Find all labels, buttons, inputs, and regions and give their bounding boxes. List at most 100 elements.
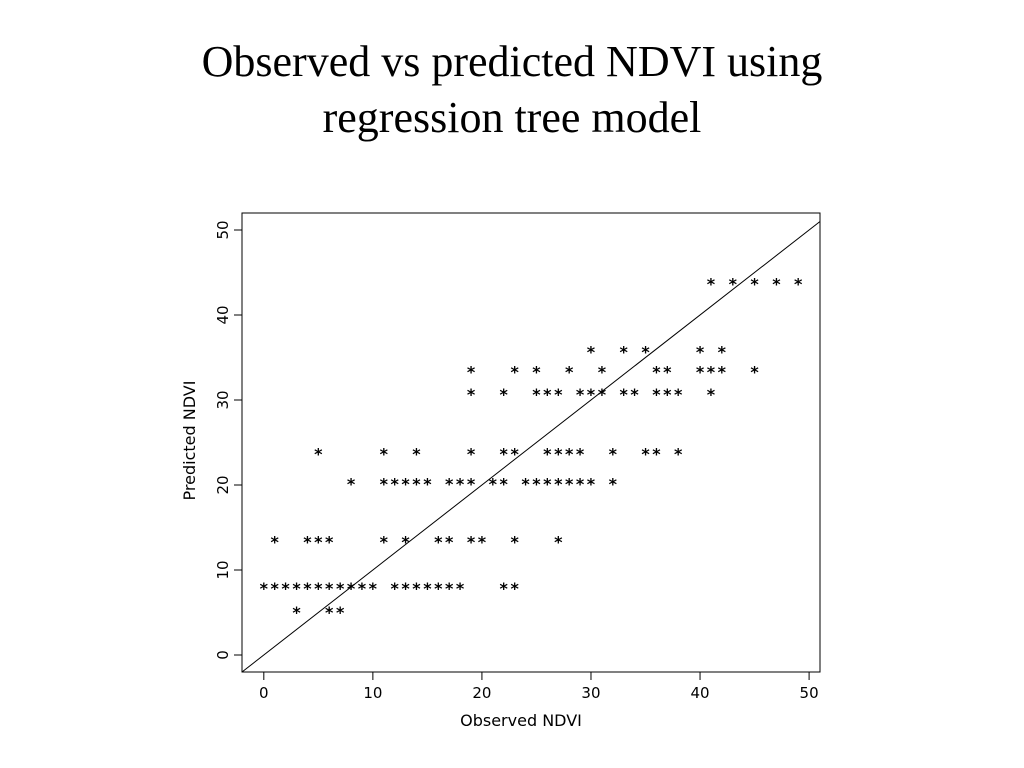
data-point: * xyxy=(271,532,280,551)
data-point: * xyxy=(532,385,541,404)
data-point: * xyxy=(347,579,356,598)
data-point: * xyxy=(696,343,705,362)
data-point: * xyxy=(467,445,476,464)
y-axis-title: Predicted NDVI xyxy=(180,381,199,501)
data-point: * xyxy=(500,385,509,404)
x-tick-label-10: 10 xyxy=(363,684,382,702)
data-point: * xyxy=(510,579,519,598)
data-point: * xyxy=(358,579,367,598)
data-point: * xyxy=(445,579,454,598)
data-point: * xyxy=(510,362,519,381)
data-point: * xyxy=(456,474,465,493)
data-point: * xyxy=(347,474,356,493)
x-tick-label-20: 20 xyxy=(472,684,491,702)
data-point: * xyxy=(478,532,487,551)
data-point: * xyxy=(292,603,301,622)
data-point: * xyxy=(292,579,301,598)
data-point: * xyxy=(543,474,552,493)
data-point: * xyxy=(620,343,629,362)
plot-frame xyxy=(241,212,821,673)
data-point: * xyxy=(467,385,476,404)
y-tick-label-50: 50 xyxy=(214,220,232,239)
data-point: * xyxy=(772,275,781,294)
data-point: * xyxy=(587,385,596,404)
y-tick-label-10: 10 xyxy=(214,560,232,579)
data-point: * xyxy=(565,445,574,464)
data-point: * xyxy=(401,579,410,598)
data-point: * xyxy=(325,532,334,551)
data-point: * xyxy=(598,362,607,381)
slide-title-line-2: regression tree model xyxy=(322,93,702,142)
data-point: * xyxy=(587,343,596,362)
y-tick-label-40: 40 xyxy=(214,305,232,324)
data-point: * xyxy=(609,445,618,464)
data-point: * xyxy=(336,579,345,598)
data-point: * xyxy=(750,362,759,381)
data-point: * xyxy=(500,579,509,598)
data-point: * xyxy=(369,579,378,598)
data-point: * xyxy=(271,579,280,598)
data-point: * xyxy=(456,579,465,598)
data-point: * xyxy=(554,474,563,493)
data-point: * xyxy=(576,445,585,464)
data-point: * xyxy=(303,532,312,551)
data-point: * xyxy=(314,579,323,598)
data-point: * xyxy=(641,343,650,362)
y-tick-label-20: 20 xyxy=(214,475,232,494)
data-point: * xyxy=(663,385,672,404)
data-point: * xyxy=(609,474,618,493)
data-point: * xyxy=(260,579,269,598)
data-point: * xyxy=(380,532,389,551)
y-tick-label-30: 30 xyxy=(214,390,232,409)
data-point: * xyxy=(750,275,759,294)
data-point: * xyxy=(620,385,629,404)
data-point: * xyxy=(641,445,650,464)
y-tick-label-0: 0 xyxy=(214,650,232,660)
data-point: * xyxy=(598,385,607,404)
data-point: * xyxy=(445,474,454,493)
data-point: * xyxy=(390,474,399,493)
data-point: * xyxy=(380,445,389,464)
data-point: * xyxy=(630,385,639,404)
data-point: * xyxy=(314,532,323,551)
data-point: * xyxy=(554,445,563,464)
data-point: * xyxy=(576,385,585,404)
data-point: * xyxy=(554,385,563,404)
data-point: * xyxy=(303,579,312,598)
slide-title: Observed vs predicted NDVI using regress… xyxy=(0,34,1024,146)
data-point: * xyxy=(652,385,661,404)
data-point: * xyxy=(445,532,454,551)
data-point: * xyxy=(489,474,498,493)
data-point: * xyxy=(434,579,443,598)
data-point: * xyxy=(314,445,323,464)
data-point: * xyxy=(390,579,399,598)
data-point: * xyxy=(401,474,410,493)
data-point: * xyxy=(510,445,519,464)
data-point: * xyxy=(500,474,509,493)
axes-layer: 0 10 20 30 40 50 0 10 20 30 40 50 xyxy=(214,212,821,702)
data-point: * xyxy=(729,275,738,294)
data-point: * xyxy=(325,579,334,598)
data-point: * xyxy=(412,474,421,493)
data-point: * xyxy=(532,362,541,381)
data-point: * xyxy=(434,532,443,551)
reference-line xyxy=(241,221,821,673)
data-point: * xyxy=(467,532,476,551)
data-point: * xyxy=(467,362,476,381)
data-point: * xyxy=(718,343,727,362)
x-axis-title: Observed NDVI xyxy=(460,711,582,730)
data-point: * xyxy=(707,275,716,294)
data-point: * xyxy=(532,474,541,493)
data-point: * xyxy=(794,275,803,294)
data-point: * xyxy=(576,474,585,493)
x-tick-label-30: 30 xyxy=(581,684,600,702)
data-point: * xyxy=(412,579,421,598)
data-point: * xyxy=(554,532,563,551)
data-point: * xyxy=(565,474,574,493)
data-point: * xyxy=(500,445,509,464)
x-tick-label-0: 0 xyxy=(259,684,269,702)
data-point: * xyxy=(467,474,476,493)
data-point: * xyxy=(718,362,727,381)
data-point: * xyxy=(380,474,389,493)
data-point: * xyxy=(707,385,716,404)
